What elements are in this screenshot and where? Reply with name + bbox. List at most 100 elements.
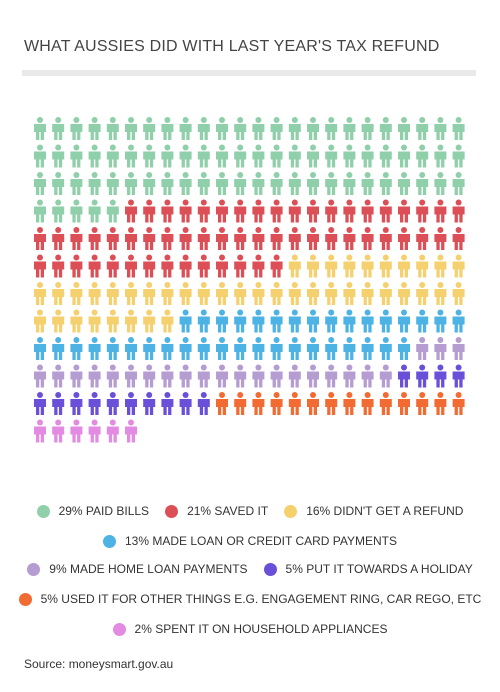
person-icon — [398, 117, 410, 140]
person-icon — [379, 282, 392, 305]
person-icon — [143, 392, 156, 415]
person-icon — [161, 144, 174, 168]
person-icon — [125, 227, 137, 250]
legend-row: 5% USED IT FOR OTHER THINGS E.G. ENGAGEM… — [0, 592, 500, 606]
person-icon — [52, 227, 65, 250]
legend-swatch — [27, 562, 41, 576]
person-icon — [398, 309, 410, 333]
person-icon — [270, 117, 283, 140]
person-icon — [361, 309, 374, 333]
person-icon — [88, 254, 101, 278]
person-icon — [106, 199, 119, 223]
person-icon — [379, 254, 392, 278]
person-icon — [252, 309, 265, 333]
person-icon — [179, 309, 192, 333]
person-icon — [434, 309, 447, 333]
legend-label: 21% SAVED IT — [187, 504, 269, 518]
person-icon — [270, 254, 283, 278]
person-icon — [379, 117, 392, 140]
person-icon — [143, 144, 156, 168]
person-icon — [270, 392, 283, 415]
person-icon — [252, 337, 265, 360]
person-icon — [361, 172, 374, 195]
person-icon — [307, 254, 319, 278]
person-icon — [70, 419, 83, 443]
person-icon — [70, 364, 83, 388]
person-icon — [34, 364, 46, 388]
person-icon — [343, 172, 356, 195]
person-icon — [288, 254, 301, 278]
person-icon — [252, 282, 265, 305]
person-icon — [52, 117, 65, 140]
legend-swatch — [18, 592, 32, 606]
person-icon — [416, 309, 429, 333]
legend-row: 29% PAID BILLS 21% SAVED IT 16% DIDN'T GET… — [0, 504, 500, 518]
person-icon — [88, 227, 101, 250]
person-icon — [252, 254, 265, 278]
person-icon — [434, 364, 447, 388]
person-icon — [252, 172, 265, 195]
person-icon — [143, 337, 156, 360]
person-icon — [379, 309, 392, 333]
person-icon — [452, 364, 465, 388]
person-icon — [234, 309, 247, 333]
person-icon — [143, 282, 156, 305]
person-icon — [234, 392, 247, 415]
person-icon — [106, 337, 119, 360]
person-icon — [125, 117, 137, 140]
person-icon — [34, 337, 46, 360]
person-icon — [161, 117, 174, 140]
person-icon — [398, 337, 410, 360]
person-icon — [307, 364, 319, 388]
legend-swatch — [165, 504, 179, 518]
legend-item: 29% PAID BILLS — [36, 504, 149, 518]
person-icon — [307, 117, 319, 140]
person-icon — [125, 172, 137, 195]
person-icon — [34, 172, 46, 195]
person-icon — [325, 254, 338, 278]
person-icon — [143, 117, 156, 140]
legend-item: 9% MADE HOME LOAN PAYMENTS — [27, 562, 248, 576]
legend-row: 13% MADE LOAN OR CREDIT CARD PAYMENTS — [0, 534, 500, 548]
person-icon — [106, 144, 119, 168]
person-icon — [270, 364, 283, 388]
person-icon — [416, 172, 429, 195]
person-icon — [216, 309, 228, 333]
legend-label: 13% MADE LOAN OR CREDIT CARD PAYMENTS — [124, 534, 398, 548]
person-icon — [379, 199, 392, 223]
person-icon — [434, 199, 447, 223]
person-icon — [379, 144, 392, 168]
person-icon — [434, 117, 447, 140]
person-icon — [343, 282, 356, 305]
person-icon — [416, 392, 429, 415]
person-icon — [70, 144, 83, 168]
person-icon — [106, 227, 119, 250]
person-icon — [416, 282, 429, 305]
person-icon — [179, 254, 192, 278]
person-icon — [416, 254, 429, 278]
person-icon — [52, 309, 65, 333]
person-icon — [398, 199, 410, 223]
person-icon — [197, 227, 210, 250]
person-icon — [125, 364, 137, 388]
person-icon — [161, 392, 174, 415]
person-icon — [161, 227, 174, 250]
person-icon — [252, 392, 265, 415]
person-icon — [179, 172, 192, 195]
person-icon — [452, 172, 465, 195]
person-icon — [252, 199, 265, 223]
person-icon — [88, 364, 101, 388]
person-icon — [179, 392, 192, 415]
person-icon — [161, 172, 174, 195]
person-icon — [434, 144, 447, 168]
person-icon — [398, 172, 410, 195]
person-icon — [125, 309, 137, 333]
person-icon — [34, 144, 46, 168]
person-icon — [343, 309, 356, 333]
person-icon — [216, 199, 228, 223]
person-icon — [252, 117, 265, 140]
person-icon — [452, 199, 465, 223]
person-icon — [452, 227, 465, 250]
legend-label: 9% MADE HOME LOAN PAYMENTS — [49, 562, 248, 576]
person-icon — [143, 227, 156, 250]
